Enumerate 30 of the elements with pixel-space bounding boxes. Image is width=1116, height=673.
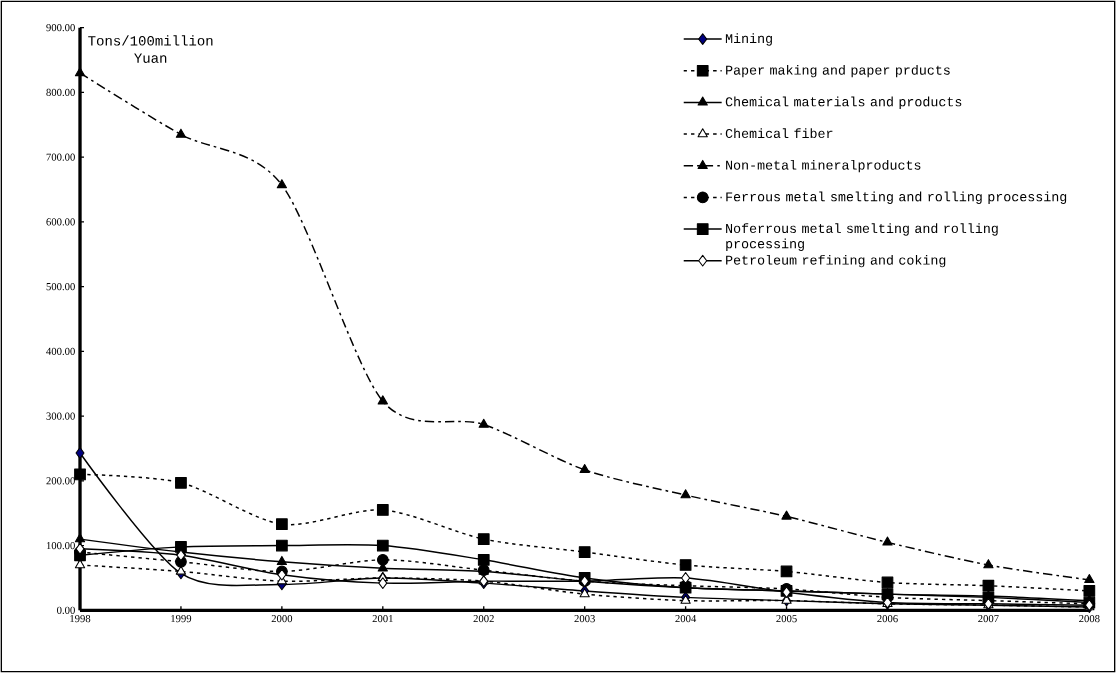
y-tick-label: 400.00	[46, 347, 75, 355]
legend-label: Noferrous metal smelting and rolling processing	[726, 223, 998, 251]
y-tick-label: 100.00	[46, 541, 75, 550]
legend-label: Non-metal mineralproducts	[726, 159, 921, 173]
legend-label: Petroleum refining and coking	[726, 254, 946, 268]
y-tick-label: 900.00	[46, 24, 75, 32]
y-tick-label: 0.00	[57, 606, 75, 614]
x-tick-label: 2004	[675, 615, 697, 623]
y-axis-title: Tons/100million Yuan	[88, 35, 213, 63]
legend-label: Chemical fiber	[725, 128, 833, 139]
x-tick-label: 1998	[70, 615, 91, 623]
x-tick-label: 1999	[171, 615, 192, 623]
y-tick-label: 600.00	[46, 218, 75, 226]
x-tick-label: 2000	[271, 615, 293, 623]
y-tick-label: 700.00	[46, 153, 75, 161]
y-tick-label: 800.00	[46, 88, 75, 97]
x-tick-label: 2008	[1079, 615, 1100, 623]
x-tick-label: 2001	[372, 615, 393, 623]
x-tick-label: 2005	[776, 615, 797, 623]
y-tick-label: 300.00	[46, 412, 75, 420]
x-tick-label: 2003	[574, 615, 595, 623]
x-tick-label: 2007	[978, 615, 999, 623]
y-tick-label: 500.00	[46, 283, 75, 291]
legend-label: Paper making and paper prducts	[726, 64, 950, 78]
legend-label: Chemical materials and products	[725, 96, 962, 110]
legend-label: Ferrous metal smelting and rolling processing	[726, 191, 1067, 204]
x-tick-label: 2006	[877, 615, 898, 623]
y-tick-label: 200.00	[46, 477, 75, 485]
legend-label: Mining	[725, 33, 772, 46]
x-tick-label: 2002	[473, 615, 494, 623]
